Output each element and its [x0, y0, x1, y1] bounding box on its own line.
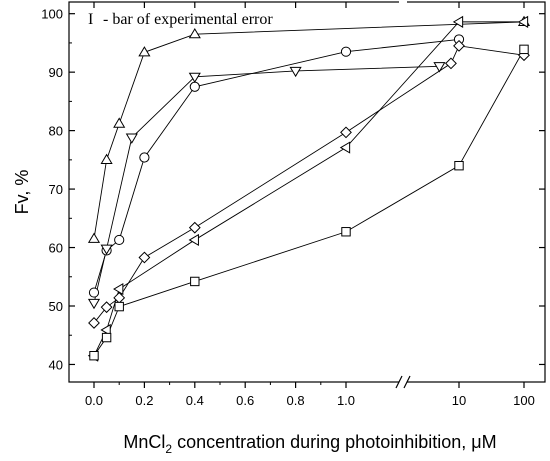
axis-gap-top: [399, 1, 407, 4]
y-tick-label: 60: [49, 241, 63, 256]
legend: I - bar of experimental error: [88, 11, 273, 28]
x-tick-label: 0.6: [236, 393, 254, 408]
marker-circle: [88, 287, 100, 298]
axis-break-mark: [395, 1, 411, 389]
marker-square: [519, 44, 529, 55]
y-tick-label: 70: [49, 182, 63, 197]
x-tick-label: 0.0: [85, 393, 103, 408]
x-tick-label: 0.8: [287, 393, 305, 408]
marker-triangle-down: [100, 244, 113, 255]
marker-triangle-up: [87, 232, 101, 243]
marker-circle: [340, 46, 352, 57]
marker-triangle-down: [125, 133, 138, 144]
x-tick-label: 0.4: [186, 393, 204, 408]
marker-triangle-up: [113, 117, 126, 128]
marker-triangle-up: [138, 46, 151, 57]
marker-circle: [139, 152, 150, 163]
marker-triangle-left: [452, 15, 464, 28]
marker-square: [190, 276, 200, 287]
marker-triangle-left: [339, 141, 351, 154]
x-tick-label: 1.0: [337, 393, 355, 408]
plot-frame: [68, 1, 546, 383]
x-axis-title-subscript: 2: [165, 442, 172, 456]
marker-triangle-left: [113, 282, 124, 296]
y-tick-label: 50: [49, 299, 63, 314]
series-line-triangle-up: [93, 21, 525, 239]
break-slash: [403, 375, 411, 389]
y-tick-label: 40: [49, 357, 63, 372]
marker-circle: [114, 234, 125, 246]
marker-diamond: [138, 251, 151, 264]
marker-diamond: [88, 317, 100, 329]
y-axis: 40 50 60 70 80 90 100: [41, 7, 545, 372]
marker-triangle-up: [188, 27, 201, 39]
series-line-square: [93, 49, 525, 356]
marker-triangle-down: [87, 298, 101, 310]
marker-square: [341, 227, 351, 237]
marker-diamond: [340, 126, 352, 139]
x-axis: 0.0 0.2 0.4 0.6 0.8 1.0 10 100: [85, 2, 535, 408]
marker-square: [89, 350, 99, 361]
marker-triangle-down: [188, 72, 201, 84]
marker-diamond: [453, 39, 465, 52]
series-line-diamond: [93, 45, 525, 324]
legend-error-bar-icon: I: [88, 11, 93, 28]
marker-diamond: [188, 221, 201, 234]
x-axis-title-rest: concentration during photoinhibition, μM: [172, 432, 497, 452]
marker-circle: [189, 81, 200, 92]
marker-square: [114, 301, 124, 312]
break-slash: [395, 375, 403, 389]
marker-square: [454, 160, 464, 171]
x-tick-label: 0.2: [135, 393, 153, 408]
marker-triangle-left: [517, 15, 529, 28]
x-tick-label: 100: [513, 393, 535, 408]
y-tick-label: 90: [49, 65, 63, 80]
x-axis-title: MnCl2 concentration during photoinhibiti…: [123, 432, 496, 456]
series-line-triangle-down: [93, 65, 440, 304]
marker-diamond: [445, 57, 457, 70]
x-tick-label: 10: [452, 393, 466, 408]
marker-triangle-down: [433, 62, 446, 73]
marker-triangle-left: [188, 233, 199, 247]
x-axis-title-main: MnCl: [123, 432, 165, 452]
series-lines: [93, 21, 525, 356]
axis-gap-bottom: [399, 381, 407, 384]
marker-triangle-left: [100, 323, 111, 337]
y-axis-title: Fv, %: [12, 170, 32, 215]
marker-diamond: [100, 301, 113, 314]
marker-square: [101, 332, 112, 343]
y-tick-label: 100: [41, 7, 63, 22]
series-markers: [87, 15, 531, 362]
series-line-triangle-left: [93, 21, 524, 356]
marker-triangle-down: [289, 66, 302, 78]
legend-text: - bar of experimental error: [103, 11, 273, 28]
marker-triangle-up: [100, 153, 113, 164]
y-tick-label: 80: [49, 124, 63, 139]
